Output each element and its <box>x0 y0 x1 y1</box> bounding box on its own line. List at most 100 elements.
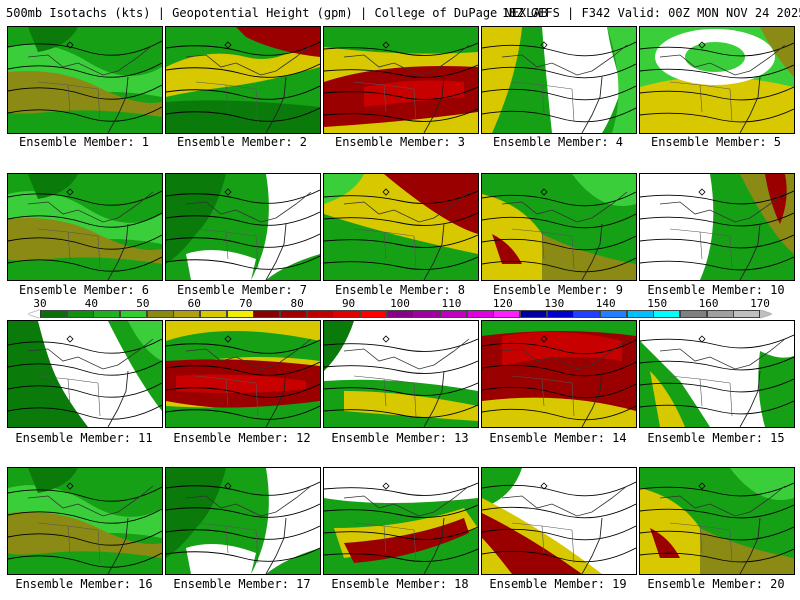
colorbar-segment <box>493 310 521 318</box>
colorbar-tick-label: 30 <box>33 297 47 310</box>
ensemble-member-caption: Ensemble Member: 18 <box>331 577 469 591</box>
ensemble-member-map <box>165 320 321 428</box>
ensemble-member-map <box>165 467 321 575</box>
colorbar-tick-label: 150 <box>647 297 668 310</box>
ensemble-member-map <box>639 467 795 575</box>
colorbar-tick-label: 120 <box>492 297 513 310</box>
colorbar-segment <box>253 310 281 318</box>
colorbar-tick-label: 140 <box>595 297 616 310</box>
ensemble-member-caption: Ensemble Member: 11 <box>15 431 153 445</box>
colorbar-tick-label: 40 <box>84 297 99 310</box>
ensemble-map-graphic <box>482 27 636 133</box>
colorbar-segment <box>440 310 468 318</box>
ensemble-member-map <box>7 173 163 281</box>
colorbar-tick-label: 60 <box>187 297 201 310</box>
colorbar-segment <box>520 310 548 318</box>
ensemble-member-caption: Ensemble Member: 17 <box>173 577 311 591</box>
colorbar-segment <box>93 310 121 318</box>
ensemble-member-caption: Ensemble Member: 4 <box>492 135 624 149</box>
ensemble-member-caption: Ensemble Member: 6 <box>18 283 150 297</box>
ensemble-member-caption: Ensemble Member: 8 <box>334 283 466 297</box>
colorbar-segment <box>573 310 601 318</box>
ensemble-member-map <box>165 26 321 134</box>
ensemble-member-map <box>323 467 479 575</box>
colorbar-left-arrow <box>28 310 40 318</box>
ensemble-member-map <box>639 173 795 281</box>
ensemble-member-caption: Ensemble Member: 20 <box>647 577 785 591</box>
colorbar-segment <box>733 310 761 318</box>
title-left: 500mb Isotachs (kts) | Geopotential Heig… <box>6 6 548 20</box>
colorbar-tick-label: 70 <box>239 297 253 310</box>
ensemble-map-graphic <box>166 27 320 133</box>
colorbar-segment <box>546 310 574 318</box>
ensemble-map-graphic <box>324 321 478 427</box>
ensemble-member-map <box>639 320 795 428</box>
colorbar-segment <box>413 310 441 318</box>
ensemble-map-graphic <box>324 468 478 574</box>
colorbar-segment <box>360 310 388 318</box>
ensemble-member-map <box>481 173 637 281</box>
ensemble-map-graphic <box>640 321 794 427</box>
colorbar-segment <box>40 310 68 318</box>
ensemble-member-caption: Ensemble Member: 9 <box>492 283 624 297</box>
ensemble-member-caption: Ensemble Member: 13 <box>331 431 469 445</box>
colorbar-segment <box>680 310 708 318</box>
ensemble-map-graphic <box>324 174 478 280</box>
ensemble-member-caption: Ensemble Member: 16 <box>15 577 153 591</box>
ensemble-member-caption: Ensemble Member: 14 <box>489 431 627 445</box>
colorbar-tick-label: 110 <box>441 297 462 310</box>
ensemble-map-graphic <box>324 27 478 133</box>
colorbar-segment <box>653 310 681 318</box>
ensemble-member-map <box>7 26 163 134</box>
ensemble-member-caption: Ensemble Member: 15 <box>647 431 785 445</box>
ensemble-member-map <box>323 26 479 134</box>
ensemble-map-graphic <box>640 27 794 133</box>
ensemble-member-map <box>323 320 479 428</box>
ensemble-member-caption: Ensemble Member: 19 <box>489 577 627 591</box>
ensemble-member-map <box>481 320 637 428</box>
colorbar-tick-label: 100 <box>390 297 410 310</box>
colorbar-right-arrow <box>760 310 772 318</box>
ensemble-member-map <box>7 467 163 575</box>
colorbar-segment <box>120 310 148 318</box>
ensemble-map-graphic <box>640 468 794 574</box>
colorbar-tick-label: 90 <box>341 297 356 310</box>
colorbar-segment <box>466 310 494 318</box>
colorbar-segment <box>626 310 654 318</box>
colorbar-segment <box>306 310 334 318</box>
title-right: 18Z GEFS | F342 Valid: 00Z MON NOV 24 20… <box>502 6 800 20</box>
ensemble-member-caption: Ensemble Member: 10 <box>647 283 785 297</box>
colorbar-segment <box>280 310 308 318</box>
ensemble-map-graphic <box>166 174 320 280</box>
ensemble-member-caption: Ensemble Member: 3 <box>334 135 466 149</box>
ensemble-member-map <box>639 26 795 134</box>
ensemble-member-map <box>165 173 321 281</box>
ensemble-map-graphic <box>8 174 162 280</box>
colorbar-segment <box>200 310 228 318</box>
ensemble-member-map <box>323 173 479 281</box>
colorbar-tick-label: 160 <box>698 297 719 310</box>
ensemble-member-caption: Ensemble Member: 5 <box>650 135 782 149</box>
ensemble-member-caption: Ensemble Member: 7 <box>176 283 308 297</box>
ensemble-member-map <box>481 467 637 575</box>
colorbar-segment <box>66 310 94 318</box>
ensemble-member-caption: Ensemble Member: 12 <box>173 431 311 445</box>
colorbar-segment <box>146 310 174 318</box>
ensemble-member-map <box>7 320 163 428</box>
ensemble-member-map <box>481 26 637 134</box>
colorbar-tick-label: 170 <box>750 297 770 310</box>
ensemble-map-graphic <box>482 468 636 574</box>
colorbar-segment <box>386 310 414 318</box>
colorbar-segment <box>600 310 628 318</box>
ensemble-map-graphic <box>8 468 162 574</box>
colorbar-segment <box>706 310 734 318</box>
ensemble-map-graphic <box>8 27 162 133</box>
colorbar-tick-label: 80 <box>290 297 304 310</box>
ensemble-map-graphic <box>8 321 162 427</box>
ensemble-map-graphic <box>482 174 636 280</box>
colorbar-tick-label: 50 <box>136 297 150 310</box>
ensemble-member-caption: Ensemble Member: 2 <box>176 135 308 149</box>
colorbar-segment <box>173 310 201 318</box>
title-bar: 500mb Isotachs (kts) | Geopotential Heig… <box>0 0 800 26</box>
ensemble-map-graphic <box>166 468 320 574</box>
